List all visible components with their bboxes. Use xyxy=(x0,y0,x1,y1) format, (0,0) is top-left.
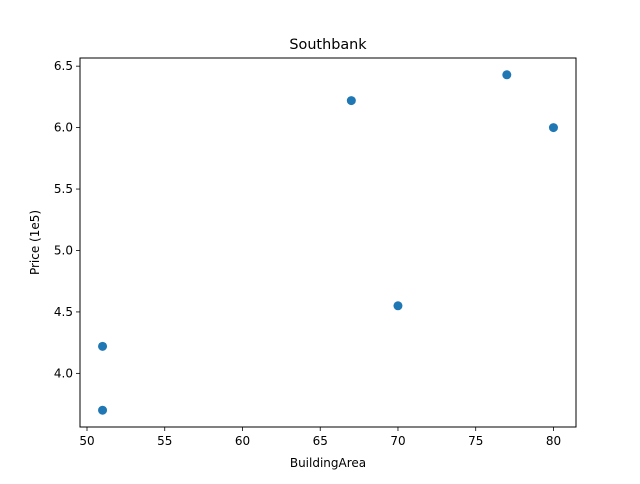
y-tick-label: 6.5 xyxy=(54,59,73,73)
x-axis-label: BuildingArea xyxy=(290,456,366,470)
data-points xyxy=(98,70,558,415)
scatter-point xyxy=(98,405,108,415)
y-tick-label: 4.0 xyxy=(54,366,73,380)
scatter-point xyxy=(346,96,356,106)
scatter-point xyxy=(548,123,558,133)
y-tick-label: 5.0 xyxy=(54,243,73,257)
x-axis-ticks: 50 55 60 65 70 75 80 xyxy=(79,427,561,448)
chart-title: Southbank xyxy=(289,37,367,53)
x-tick-label: 60 xyxy=(235,434,250,448)
y-tick-label: 6.0 xyxy=(54,121,73,135)
y-tick-label: 4.5 xyxy=(54,305,73,319)
x-tick-label: 65 xyxy=(313,434,328,448)
x-tick-label: 70 xyxy=(390,434,405,448)
scatter-point xyxy=(98,341,108,351)
y-axis-ticks: 4.0 4.5 5.0 5.5 6.0 6.5 xyxy=(54,59,80,380)
y-axis-label: Price (1e5) xyxy=(28,210,42,275)
scatter-point xyxy=(502,70,512,80)
x-tick-label: 50 xyxy=(79,434,94,448)
x-tick-label: 55 xyxy=(157,434,172,448)
y-tick-label: 5.5 xyxy=(54,182,73,196)
scatter-point xyxy=(393,301,403,311)
x-tick-label: 75 xyxy=(468,434,483,448)
x-tick-label: 80 xyxy=(546,434,561,448)
axes-frame xyxy=(79,57,577,428)
